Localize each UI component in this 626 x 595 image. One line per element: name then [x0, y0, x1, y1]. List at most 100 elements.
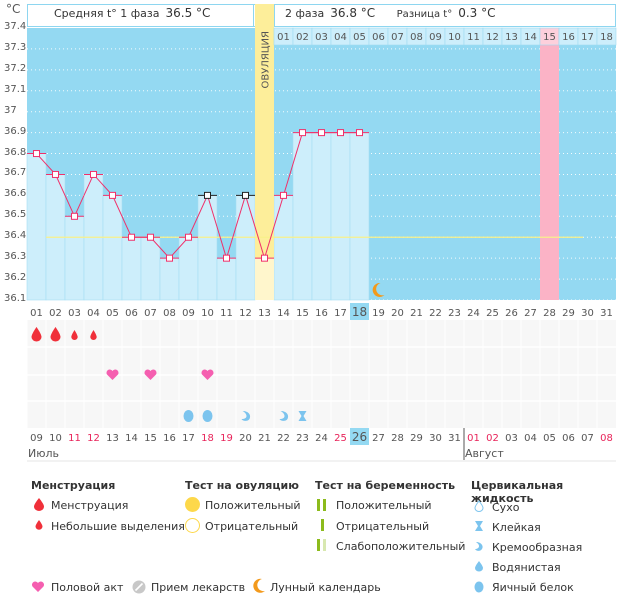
cycle-day-label: 20 [391, 308, 404, 319]
cycle-day-label: 07 [144, 308, 157, 319]
cycle-day-label: 14 [277, 308, 290, 319]
temperature-bar [311, 132, 332, 301]
menstruation-drop-icon [34, 498, 44, 511]
ovulation-label: ОВУЛЯЦИЯ [261, 31, 272, 89]
phase1-label: Средняя t° 1 фаза [54, 7, 160, 20]
calendar-date-label: 26 [352, 430, 367, 444]
calendar-date-label: 17 [182, 433, 195, 444]
temperature-point [90, 170, 97, 178]
y-tick-label: 37.1 [4, 83, 27, 95]
phase2-day-label: 17 [581, 32, 594, 43]
cycle-day-label: 15 [296, 308, 309, 319]
temperature-bar [216, 257, 237, 301]
cycle-day-label: 11 [220, 308, 233, 319]
legend-fluid-eggwhite: Яичный белок [492, 581, 574, 594]
phase2-value: 36.8 °C [330, 6, 376, 20]
y-tick-label: 36.7 [4, 167, 27, 179]
temperature-bar [64, 216, 85, 301]
fluid-creamy-icon [241, 411, 251, 421]
cycle-day-label: 08 [163, 308, 176, 319]
calendar-date-label: 25 [334, 433, 347, 444]
cycle-day-label: 01 [30, 308, 43, 319]
cycle-day-label: 30 [581, 308, 594, 319]
phase2-day-label: 16 [562, 32, 575, 43]
legend-ovulation-negative: Отрицательный [205, 520, 299, 533]
calendar-date-label: 15 [144, 433, 157, 444]
calendar-date-label: 12 [87, 433, 100, 444]
calendar-date-label: 01 [467, 433, 480, 444]
intercourse-heart-icon [31, 581, 45, 592]
temperature-point [128, 233, 135, 241]
medication-pill-icon [132, 580, 146, 594]
cycle-day-label: 06 [125, 308, 138, 319]
legend-title-cervical-fluid: Цервикальная жидкость [471, 479, 564, 505]
calendar-date-label: 24 [315, 433, 328, 444]
calendar-date-label: 11 [68, 433, 81, 444]
phase2-day-label: 09 [429, 32, 442, 43]
y-tick-label: 36.5 [4, 209, 27, 221]
phase2-day-label: 10 [448, 32, 461, 43]
pregnancy-negative-icon [321, 519, 324, 531]
fluid-sticky-icon [475, 521, 483, 531]
phase2-day-label: 12 [486, 32, 499, 43]
phase1-summary: Средняя t° 1 фаза 36.5 °C [54, 6, 210, 20]
phase2-day-label: 11 [467, 32, 480, 43]
legend-pregnancy-positive: Положительный [336, 499, 432, 512]
month-label: Июль [28, 447, 59, 460]
cycle-day-label: 02 [49, 308, 62, 319]
pregnancy-positive-icon-bar [323, 499, 326, 511]
temperature-point [71, 212, 78, 220]
temperature-point [318, 129, 325, 137]
legend-fluid-watery: Водянистая [492, 561, 561, 574]
phase2-day-label: 02 [296, 32, 309, 43]
calendar-date-label: 19 [220, 433, 233, 444]
current-day-highlight [350, 303, 369, 321]
spotting-drop-icon [90, 330, 97, 340]
phase2-day-label: 18 [600, 32, 613, 43]
calendar-date-label: 03 [505, 433, 518, 444]
calendar-date-label: 31 [448, 433, 461, 444]
expected-period-column [540, 28, 559, 300]
legend-ovulation-positive: Положительный [205, 499, 301, 512]
calendar-date-label: 28 [391, 433, 404, 444]
cycle-day-label: 16 [315, 308, 328, 319]
spotting-drop-icon [35, 520, 43, 530]
cycle-day-label: 27 [524, 308, 537, 319]
y-tick-label: 37.2 [4, 62, 27, 74]
temperature-bar [292, 132, 313, 301]
temperature-point [261, 254, 268, 262]
cycle-day-label: 09 [182, 308, 195, 319]
calendar-date-label: 14 [125, 433, 138, 444]
phase2-day-label: 15 [543, 32, 556, 43]
cycle-day-label: 21 [410, 308, 423, 319]
header-divider [253, 4, 254, 27]
temperature-bar [140, 236, 161, 301]
phase2-day-label: 01 [277, 32, 290, 43]
temperature-bar [349, 132, 370, 301]
calendar-date-label: 23 [296, 433, 309, 444]
calendar-date-label: 09 [30, 433, 43, 444]
ovulation-bar [255, 258, 274, 300]
bbt-chart: ОВУЛЯЦИЯ 01 02 03 04 05 06 07 08 09 10 11 12 13 14 15 16… [26, 4, 617, 462]
cycle-day-label: 13 [258, 308, 271, 319]
fluid-eggwhite-icon [202, 410, 213, 422]
calendar-date-label: 18 [201, 433, 214, 444]
phase2-day-cell [596, 27, 617, 46]
y-tick-label: 36.1 [4, 293, 27, 304]
cycle-day-label: 19 [372, 308, 385, 319]
moon-icon [253, 578, 265, 593]
calendar-date-label: 22 [277, 433, 290, 444]
menstruation-drop-icon [50, 327, 61, 342]
fluid-dry-icon [474, 500, 484, 512]
legend-title-menstruation: Менструация [31, 479, 116, 492]
cycle-day-label: 29 [562, 308, 575, 319]
temperature-point [52, 170, 59, 178]
diff-label: Разница t° [396, 9, 453, 20]
calendar-date-label: 02 [486, 433, 499, 444]
y-tick-label: 36.4 [4, 230, 27, 242]
temperature-bar [121, 236, 142, 301]
legend-pregnancy-negative: Отрицательный [336, 520, 430, 533]
cycle-day-label: 24 [467, 308, 480, 319]
phase2-label: 2 фаза [285, 7, 325, 20]
fluid-creamy-icon [475, 542, 483, 551]
